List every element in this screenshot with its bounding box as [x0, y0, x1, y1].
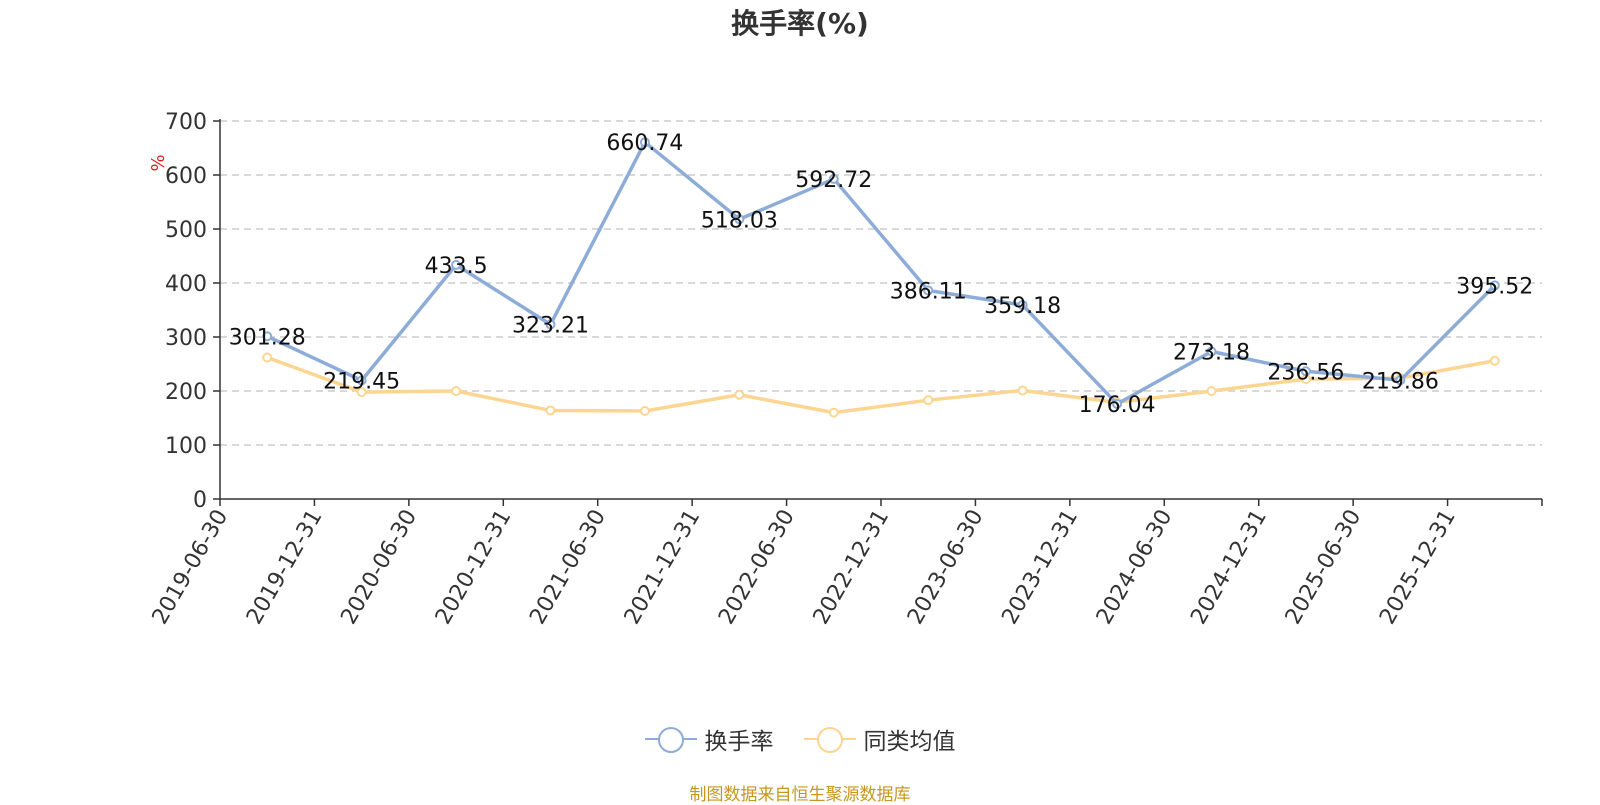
y-tick-label: 100: [165, 434, 207, 459]
data-label: 359.18: [984, 294, 1061, 319]
data-label: 176.04: [1079, 393, 1156, 418]
x-tick-label: 2019-12-31: [242, 506, 328, 629]
data-point: [828, 173, 839, 184]
data-point: [1206, 386, 1217, 396]
y-tick-label: 700: [165, 110, 207, 135]
data-point: [923, 285, 934, 296]
data-point: [1206, 346, 1217, 357]
data-label: 323.21: [512, 313, 589, 338]
data-point: [1112, 398, 1123, 409]
data-label: 433.5: [425, 254, 488, 279]
source-note: 制图数据来自恒生聚源数据库: [689, 785, 911, 805]
x-tick-label: 2021-06-30: [525, 506, 611, 629]
data-point: [1017, 385, 1028, 396]
data-point: [639, 405, 650, 416]
legend-marker-icon: [644, 725, 697, 753]
data-label: 518.03: [701, 208, 778, 233]
data-label: 386.11: [890, 280, 967, 305]
data-point: [545, 319, 556, 330]
legend: 换手率 同类均值: [0, 722, 1600, 756]
x-tick-label: 2021-12-31: [620, 506, 706, 629]
y-tick-label: 0: [193, 488, 207, 513]
data-point: [1395, 375, 1406, 386]
y-tick-label: 300: [165, 326, 207, 351]
data-point: [1300, 366, 1311, 377]
legend-item[interactable]: 同类均值: [803, 722, 956, 756]
y-tick-label: 400: [165, 272, 207, 297]
data-point: [451, 386, 462, 396]
series-line: [266, 355, 1496, 415]
data-label: 301.28: [229, 325, 306, 350]
data-point: [1017, 300, 1028, 311]
x-tick-label: 2025-06-30: [1281, 506, 1367, 629]
x-tick-label: 2025-12-31: [1375, 506, 1461, 629]
series-layer: [262, 137, 1500, 418]
data-point: [639, 137, 650, 148]
y-axis-label: %: [148, 154, 169, 171]
data-point: [451, 259, 462, 270]
data-point: [545, 405, 556, 416]
data-point: [356, 375, 367, 386]
data-labels: 301.28 219.45 433.5 323.21 660.74 518.03 592.7…: [229, 131, 1534, 418]
x-tick-label: 2023-12-31: [997, 506, 1083, 629]
data-point: [1489, 355, 1500, 366]
y-tick-label: 200: [165, 380, 207, 405]
x-tick-label: 2020-06-30: [336, 506, 422, 629]
data-label: 219.86: [1362, 369, 1439, 394]
data-label: 219.45: [323, 369, 400, 394]
data-point: [828, 407, 839, 418]
x-tick-label: 2019-06-30: [148, 506, 234, 629]
data-point: [356, 387, 367, 398]
data-label: 273.18: [1173, 340, 1250, 365]
data-point: [734, 389, 745, 400]
series-line: [266, 140, 1497, 406]
legend-label: 同类均值: [863, 729, 956, 755]
data-label: 660.74: [606, 131, 683, 156]
x-tick-label: 2023-06-30: [903, 506, 989, 629]
gridlines: [220, 120, 1542, 446]
x-tick-label: 2022-06-30: [714, 506, 800, 629]
y-tick-label: 600: [165, 164, 207, 189]
data-point: [262, 331, 273, 342]
data-point: [262, 352, 273, 363]
x-tick-label: 2024-06-30: [1092, 506, 1178, 629]
y-tick-label: 500: [165, 218, 207, 243]
legend-label: 换手率: [704, 729, 774, 755]
legend-marker-icon: [803, 725, 856, 753]
data-label: 395.52: [1456, 274, 1533, 299]
data-label: 592.72: [795, 168, 872, 193]
data-point: [1489, 280, 1500, 291]
x-tick-label: 2024-12-31: [1186, 506, 1272, 629]
chart-title: 换手率(%): [731, 7, 869, 40]
data-point: [923, 395, 934, 406]
x-tick-label: 2020-12-31: [431, 506, 517, 629]
legend-item[interactable]: 换手率: [644, 722, 774, 756]
data-label: 236.56: [1267, 360, 1344, 385]
x-tick-label: 2022-12-31: [809, 506, 895, 629]
data-point: [734, 214, 745, 225]
